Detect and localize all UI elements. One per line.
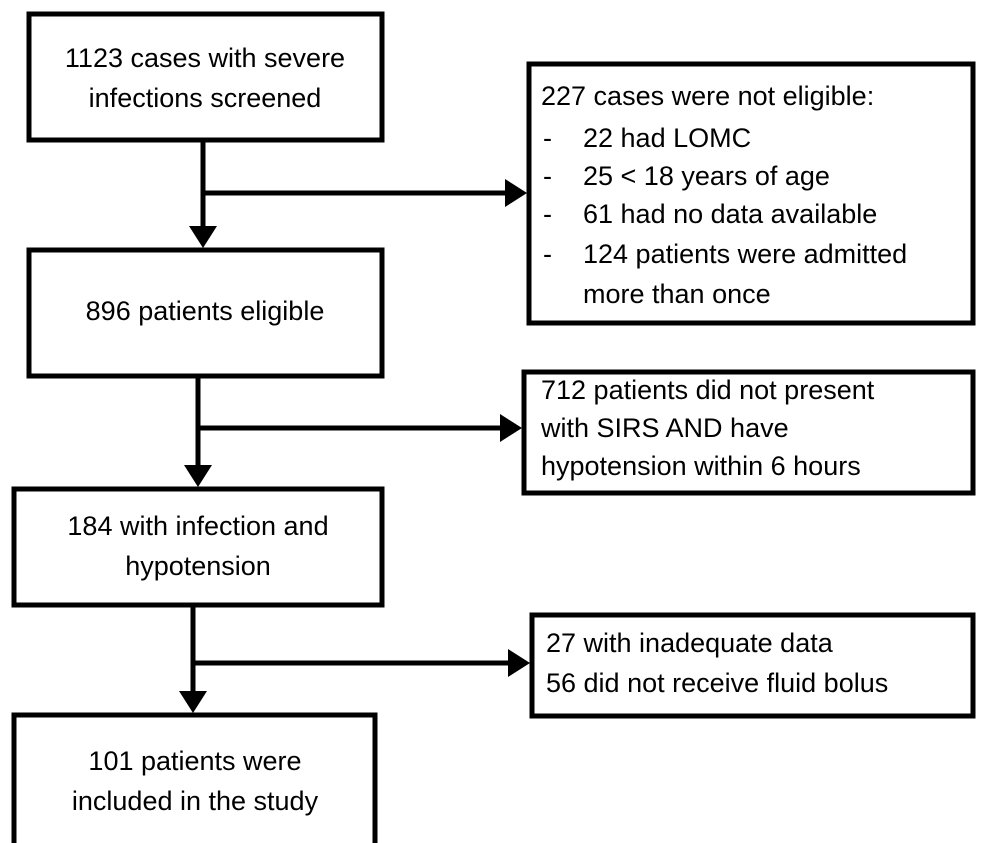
node-box [26, 247, 385, 379]
node-text: 896 patients eligible [86, 296, 325, 326]
arrowhead [189, 226, 217, 248]
arrowhead [179, 691, 207, 713]
node-text: 1123 cases with severe [65, 43, 345, 73]
node-text: 101 patients were [88, 746, 301, 776]
exclusion-item: 124 patients were admitted [583, 239, 907, 269]
exclusion-item: 25 < 18 years of age [583, 161, 830, 191]
bullet: - [543, 123, 552, 153]
arrowhead [500, 414, 522, 442]
exclusion-text: 56 did not receive fluid bolus [546, 668, 888, 698]
node-box [11, 712, 378, 843]
arrowhead [184, 465, 212, 487]
exclusion-box [526, 61, 976, 326]
arrowhead [508, 649, 530, 677]
exclusion-text: hypotension within 6 hours [541, 451, 861, 481]
exclusion-text: with SIRS AND have [540, 413, 789, 443]
exclusion-text: 712 patients did not present [541, 375, 875, 405]
node-text: included in the study [72, 786, 319, 816]
exclusion-item: 61 had no data available [583, 199, 877, 229]
node-text: 184 with infection and [67, 511, 328, 541]
node-text: infections screened [89, 83, 322, 113]
bullet: - [543, 239, 552, 269]
exclusion-box [521, 369, 976, 496]
arrowhead [505, 179, 527, 207]
exclusion-heading: 227 cases were not eligible: [541, 81, 874, 111]
node-text: hypotension [125, 551, 271, 581]
exclusion-item: 22 had LOMC [583, 123, 751, 153]
node-box [26, 11, 385, 143]
bullet: - [543, 161, 552, 191]
bullet: - [543, 199, 552, 229]
exclusion-item: more than once [583, 279, 771, 309]
exclusion-text: 27 with inadequate data [546, 628, 834, 658]
node-box [11, 486, 385, 608]
exclusion-box [529, 612, 976, 719]
connectors [179, 142, 530, 713]
